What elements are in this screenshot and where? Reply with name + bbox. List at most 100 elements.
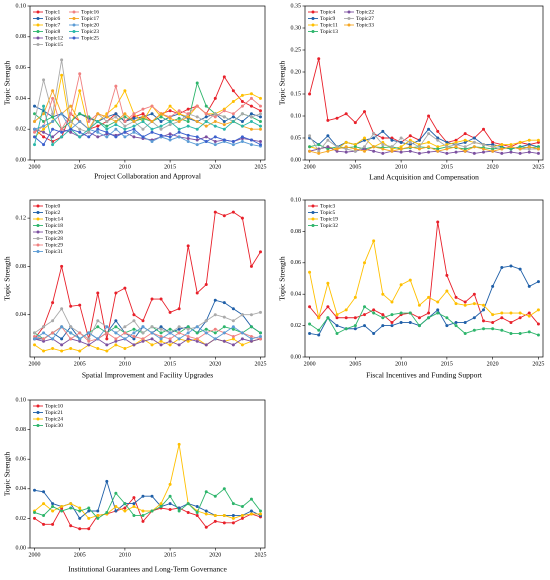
x-tick-label: 2010 xyxy=(119,361,131,367)
data-point xyxy=(114,112,118,116)
data-point xyxy=(51,89,55,93)
data-point xyxy=(159,331,163,335)
data-point xyxy=(96,347,100,351)
data-point xyxy=(381,129,385,133)
data-point xyxy=(177,120,181,123)
legend-label: Topic20 xyxy=(81,22,99,28)
data-point xyxy=(60,343,64,347)
x-tick-label: 2010 xyxy=(395,164,407,170)
legend-marker xyxy=(36,43,40,46)
data-point xyxy=(427,132,431,136)
data-point xyxy=(132,120,136,123)
data-point xyxy=(500,328,504,332)
data-point xyxy=(472,145,476,149)
data-point xyxy=(240,135,244,139)
data-point xyxy=(159,325,163,329)
data-point xyxy=(141,509,145,513)
y-tick-label: 0.05 xyxy=(291,135,302,141)
data-point xyxy=(436,145,440,149)
x-tick-label: 2015 xyxy=(441,361,453,367)
data-point xyxy=(33,130,37,134)
data-point xyxy=(353,145,357,149)
data-point xyxy=(168,116,172,120)
data-point xyxy=(399,311,403,315)
data-point xyxy=(159,343,163,347)
data-point xyxy=(317,328,321,332)
data-point xyxy=(159,334,163,338)
data-point xyxy=(132,124,136,128)
legend-marker xyxy=(36,30,40,33)
x-tick-label: 2025 xyxy=(532,361,544,367)
data-point xyxy=(500,266,504,270)
data-point xyxy=(159,133,163,137)
data-point xyxy=(105,135,109,139)
data-point xyxy=(213,494,217,498)
data-point xyxy=(177,337,181,341)
data-point xyxy=(42,78,46,82)
data-point xyxy=(427,145,431,149)
data-point xyxy=(500,143,504,147)
y-tick-label: 0.00 xyxy=(291,157,302,163)
data-point xyxy=(132,319,136,323)
data-point xyxy=(186,325,190,329)
data-point xyxy=(105,325,109,329)
data-point xyxy=(186,124,190,128)
data-point xyxy=(231,516,235,520)
data-point xyxy=(231,140,235,144)
data-point xyxy=(344,327,348,331)
data-point xyxy=(51,143,55,147)
data-point xyxy=(204,104,208,108)
data-point xyxy=(60,325,64,329)
data-point xyxy=(213,298,217,302)
data-point xyxy=(51,301,55,305)
data-point xyxy=(372,132,376,136)
data-point xyxy=(417,145,421,149)
data-point xyxy=(159,505,163,509)
plot-frame xyxy=(304,5,544,161)
data-point xyxy=(168,337,172,341)
data-point xyxy=(445,147,449,151)
data-point xyxy=(399,147,403,151)
data-point xyxy=(186,244,190,248)
x-tick-label: 2000 xyxy=(29,552,41,558)
data-point xyxy=(408,278,412,282)
series-line xyxy=(34,299,261,340)
y-tick-label: 0.08 xyxy=(291,229,302,235)
legend-label: Topic11 xyxy=(320,22,338,28)
data-point xyxy=(132,334,136,338)
data-point xyxy=(132,496,136,500)
series-line xyxy=(34,75,261,143)
data-point xyxy=(249,96,253,100)
data-point xyxy=(308,92,312,96)
legend-label: Topic3 xyxy=(320,203,335,209)
legend-marker xyxy=(311,204,315,208)
data-point xyxy=(222,339,226,343)
data-point xyxy=(96,112,100,116)
data-point xyxy=(240,216,244,220)
data-point xyxy=(222,487,226,491)
data-point xyxy=(69,325,73,329)
data-point xyxy=(114,339,118,343)
data-point xyxy=(399,320,403,324)
x-tick-label: 2010 xyxy=(119,164,131,170)
series-line xyxy=(34,326,261,342)
data-point xyxy=(51,331,55,335)
data-point xyxy=(509,143,513,147)
x-tick-label: 2005 xyxy=(74,552,86,558)
data-point xyxy=(132,337,136,341)
data-point xyxy=(96,513,100,517)
chart-panel: 0.00 0.02 0.04 0.06 0.08 0.10 2000 2005 2010 2015… xyxy=(3,3,267,180)
data-point xyxy=(204,283,208,287)
data-point xyxy=(114,343,118,347)
legend-label: Topic26 xyxy=(45,229,63,235)
data-point xyxy=(33,104,37,108)
data-point xyxy=(96,120,100,123)
data-point xyxy=(363,324,366,328)
legend-label: Topic4 xyxy=(320,9,335,15)
data-point xyxy=(177,135,181,139)
data-point xyxy=(408,320,412,324)
data-point xyxy=(472,328,476,332)
data-point xyxy=(509,145,513,149)
data-point xyxy=(231,502,235,506)
data-point xyxy=(78,72,82,76)
